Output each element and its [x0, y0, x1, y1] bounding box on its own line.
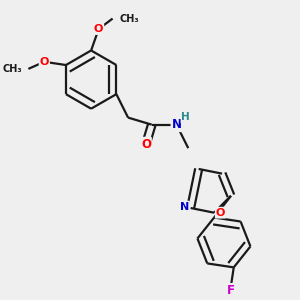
- Text: N: N: [180, 202, 189, 212]
- Text: H: H: [182, 112, 190, 122]
- Text: CH₃: CH₃: [120, 14, 140, 24]
- Text: CH₃: CH₃: [3, 64, 22, 74]
- Text: O: O: [141, 138, 151, 151]
- Text: F: F: [227, 284, 236, 297]
- Text: N: N: [172, 118, 182, 131]
- Text: O: O: [40, 57, 49, 67]
- Text: O: O: [216, 208, 225, 218]
- Text: O: O: [94, 24, 103, 34]
